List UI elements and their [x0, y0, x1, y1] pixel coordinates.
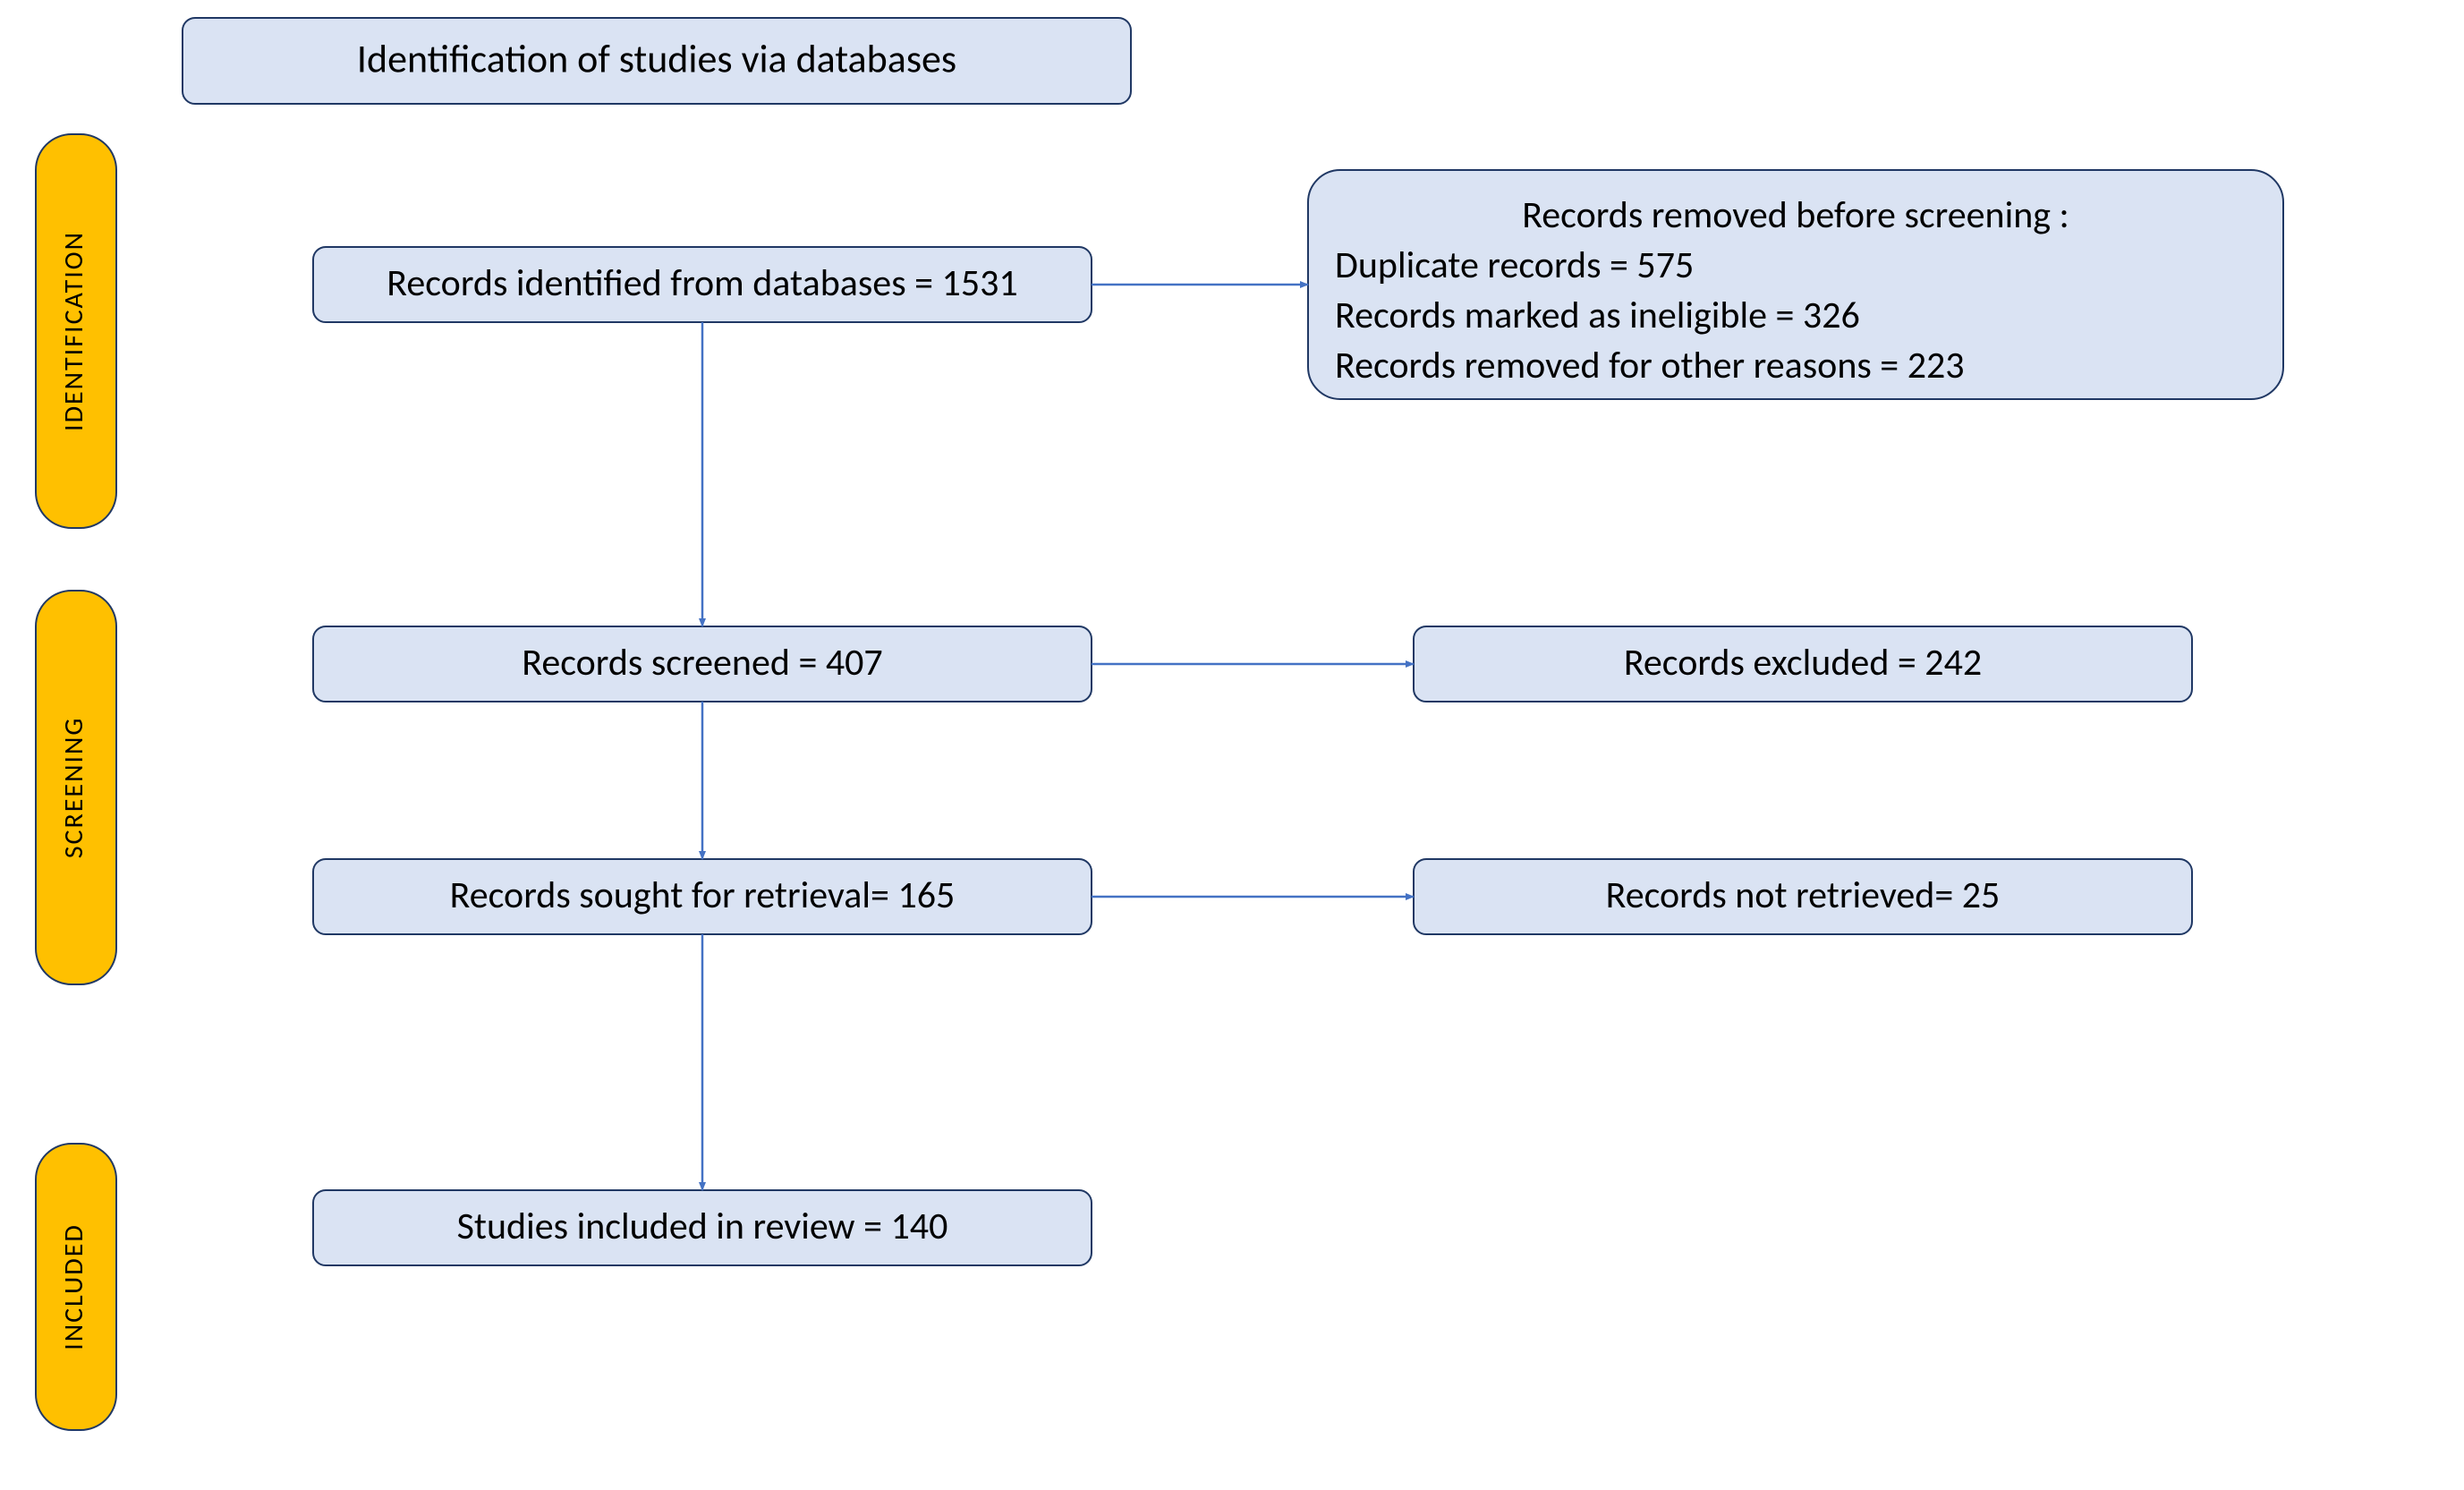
title-text: Identification of studies via databases [357, 35, 956, 83]
notretrieved-text: Records not retrieved= 25 [1606, 873, 2001, 918]
removed-line1-text: Duplicate records = 575 [1335, 243, 1694, 288]
removed-line2-text: Records marked as ineligible = 326 [1335, 293, 1860, 338]
removed-line3-text: Records removed for other reasons = 223 [1335, 343, 1965, 388]
side-screening-text: SCREENING [57, 717, 90, 859]
side-included-text: INCLUDED [57, 1223, 90, 1350]
screened-text: Records screened = 407 [522, 640, 882, 685]
sought-text: Records sought for retrieval= 165 [450, 873, 956, 918]
included-text: Studies included in review = 140 [457, 1204, 948, 1249]
excluded-text: Records excluded = 242 [1624, 640, 1982, 685]
side-identification-text: IDENTIFICATION [57, 231, 90, 431]
removed-header-text: Records removed before screening : [1522, 192, 2069, 238]
identified-text: Records identified from databases = 1531 [387, 260, 1017, 306]
arrows-group [702, 285, 1414, 1190]
